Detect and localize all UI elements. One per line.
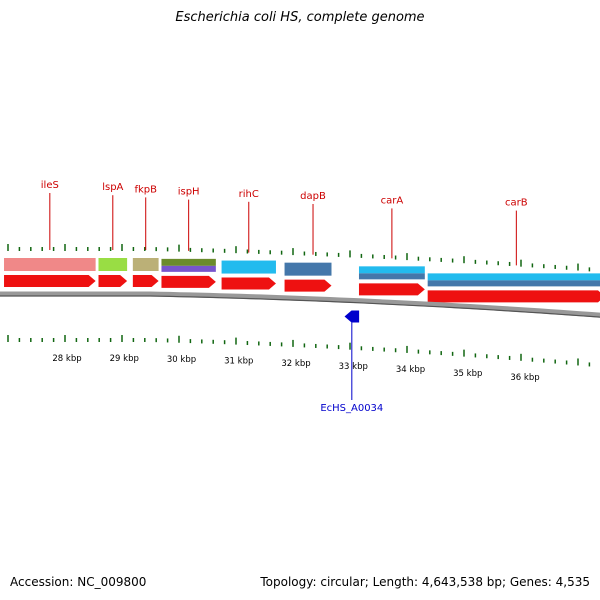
gene-arrow-fkpB bbox=[132, 275, 159, 287]
accession-text: Accession: NC_009800 bbox=[10, 575, 147, 589]
gene-label-carA: carA bbox=[381, 195, 404, 206]
cog-bar-lspA bbox=[98, 258, 128, 271]
kbp-label: 30 kbp bbox=[167, 355, 196, 365]
cog-bar2-carA bbox=[358, 273, 425, 280]
gene-label-EcHS_A0034: EcHS_A0034 bbox=[320, 403, 383, 414]
cog-bar2-carB bbox=[427, 280, 600, 287]
kbp-label: 36 kbp bbox=[510, 373, 539, 383]
cog-bar-dapB bbox=[284, 262, 332, 276]
cog-bar-rihC bbox=[221, 260, 276, 274]
kbp-label: 35 kbp bbox=[453, 369, 482, 379]
gene-label-carB: carB bbox=[505, 198, 528, 209]
cog-bar-carB bbox=[427, 273, 600, 281]
gene-labels: ileS lspA fkpB ispH rihC dapB EcHS_A0034 carA ca… bbox=[41, 180, 528, 414]
gene-label-rihC: rihC bbox=[239, 189, 259, 200]
genome-summary-text: Topology: circular; Length: 4,643,538 bp… bbox=[260, 575, 590, 589]
kbp-scale-labels: 28 kbp 29 kbp 30 kbp 31 kbp 32 kbp 33 kbp 34 k… bbox=[52, 354, 539, 383]
gene-arrow-carB bbox=[427, 290, 600, 303]
kbp-label: 33 kbp bbox=[339, 362, 368, 372]
gene-label-lspA: lspA bbox=[102, 182, 123, 193]
cog-bar-ileS bbox=[4, 258, 96, 271]
cog-bar-ispH bbox=[161, 258, 216, 266]
backbone-shadow bbox=[0, 295, 600, 318]
kbp-label: 29 kbp bbox=[110, 354, 139, 364]
kbp-label: 28 kbp bbox=[52, 354, 81, 364]
gene-arrow-carA bbox=[358, 283, 425, 296]
gene-arrow-ileS bbox=[4, 275, 96, 287]
gene-arrow-lspA bbox=[98, 275, 128, 287]
kbp-label: 34 kbp bbox=[396, 365, 425, 375]
gc-ticks-bottom bbox=[7, 335, 591, 367]
genome-backbone bbox=[0, 291, 600, 318]
cog-feature-layer bbox=[4, 258, 600, 287]
gene-arrow-dapB bbox=[284, 279, 332, 292]
gene-arrow-ispH bbox=[161, 275, 216, 288]
kbp-label: 32 kbp bbox=[281, 359, 310, 369]
gene-arrow-rihC bbox=[221, 277, 276, 290]
gene-label-ileS: ileS bbox=[41, 180, 59, 191]
backbone-line bbox=[0, 291, 600, 318]
gene-label-dapB: dapB bbox=[300, 191, 326, 202]
cog-bar2-ispH bbox=[161, 265, 216, 272]
gene-label-fkpB: fkpB bbox=[134, 184, 157, 195]
cog-bar-fkpB bbox=[132, 258, 159, 271]
kbp-label: 31 kbp bbox=[224, 357, 253, 367]
cog-bar-carA bbox=[358, 266, 425, 274]
gene-label-ispH: ispH bbox=[178, 187, 200, 198]
gene-arrow-EcHS_A0034 bbox=[344, 310, 360, 323]
gc-ticks-top bbox=[7, 244, 591, 272]
map-title: Escherichia coli HS, complete genome bbox=[175, 10, 425, 25]
gene-feature-layer bbox=[4, 275, 600, 323]
